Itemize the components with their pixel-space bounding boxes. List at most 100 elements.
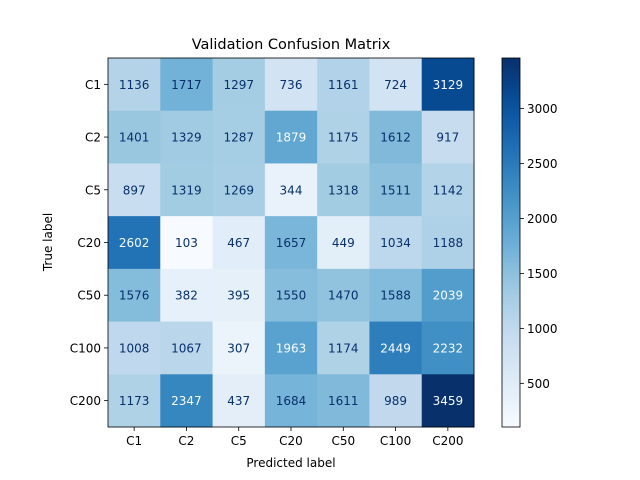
heatmap-cell	[108, 58, 161, 112]
heatmap-cell	[160, 110, 214, 164]
colorbar-tick-label: 3000	[527, 102, 558, 116]
heatmap-cell	[108, 374, 161, 428]
cell-value-label: 1175	[328, 131, 359, 145]
heatmap-cell	[160, 268, 214, 323]
cell-value-label: 1657	[276, 236, 307, 250]
heatmap-cell	[264, 163, 318, 217]
cell-value-label: 2039	[433, 289, 464, 303]
heatmap-cell	[108, 216, 161, 270]
heatmap-cell	[369, 163, 423, 217]
colorbar-tick-label: 500	[527, 377, 550, 391]
heatmap-cell	[369, 321, 423, 375]
heatmap-cell	[264, 321, 318, 375]
cell-value-label: 1550	[276, 289, 307, 303]
cell-value-label: 1008	[119, 341, 150, 355]
heatmap-cell	[421, 268, 475, 323]
heatmap-cell	[317, 374, 370, 428]
cell-value-label: 1173	[119, 394, 150, 408]
cell-value-label: 1319	[171, 183, 202, 197]
heatmap-cell	[108, 110, 161, 164]
heatmap-cell	[160, 163, 214, 217]
cell-value-label: 1879	[276, 131, 307, 145]
colorbar-ticks: 500 1000 1500 2000 2500 3000	[520, 102, 558, 391]
heatmap-cells	[108, 58, 475, 428]
y-tick-label: C200	[70, 394, 101, 408]
heatmap-cell	[421, 58, 475, 112]
heatmap-cell	[212, 216, 266, 270]
heatmap-cell	[369, 374, 423, 428]
heatmap-cell	[212, 321, 266, 375]
cell-value-label: 724	[384, 78, 407, 92]
y-tick-label: C1	[85, 78, 101, 92]
cell-value-label: 2347	[171, 394, 202, 408]
cell-value-label: 1470	[328, 289, 359, 303]
cell-value-label: 1717	[171, 78, 202, 92]
cell-value-label: 2232	[433, 341, 464, 355]
y-tick-label: C50	[77, 289, 101, 303]
heatmap-cell	[160, 216, 214, 270]
x-tick-label: C5	[231, 434, 247, 448]
x-tick-label: C50	[331, 434, 355, 448]
cell-value-label: 1188	[433, 236, 464, 250]
cell-value-label: 103	[175, 236, 198, 250]
heatmap-cell	[160, 321, 214, 375]
colorbar-tick-label: 2000	[527, 212, 558, 226]
x-tick-label: C100	[380, 434, 411, 448]
x-tick-label: C20	[279, 434, 303, 448]
cell-value-label: 1287	[223, 131, 254, 145]
heatmap-cell	[212, 268, 266, 323]
colorbar	[501, 57, 521, 428]
heatmap-cell	[421, 216, 475, 270]
y-axis-ticks: C1 C2 C5 C20 C50 C100 C200	[70, 78, 108, 408]
heatmap-cell	[369, 110, 423, 164]
heatmap-cell	[212, 374, 266, 428]
cell-value-label: 1136	[119, 78, 150, 92]
cell-value-label: 1329	[171, 131, 202, 145]
cell-value-label: 917	[436, 131, 459, 145]
heatmap-cell	[317, 58, 370, 112]
y-tick-label: C20	[77, 236, 101, 250]
heatmap-cell	[108, 321, 161, 375]
heatmap-cell	[317, 163, 370, 217]
heatmap-cell	[212, 110, 266, 164]
heatmap-cell	[421, 163, 475, 217]
y-axis-label: True label	[41, 213, 55, 272]
cell-value-label: 1588	[380, 289, 411, 303]
heatmap-cell	[212, 163, 266, 217]
heatmap-cell	[160, 374, 214, 428]
cell-value-label: 1142	[433, 183, 464, 197]
x-tick-label: C2	[178, 434, 194, 448]
cell-value-label: 1612	[380, 131, 411, 145]
cell-value-label: 307	[227, 341, 250, 355]
y-tick-label: C5	[85, 183, 101, 197]
heatmap-cell	[421, 110, 475, 164]
cell-value-label: 1269	[223, 183, 254, 197]
heatmap-cell-labels: 1136 1717 1297 736 1161 724 3129 1401 1329 1287 18…	[119, 78, 463, 408]
heatmap-cell	[369, 58, 423, 112]
cell-value-label: 1174	[328, 341, 359, 355]
cell-value-label: 1034	[380, 236, 411, 250]
cell-value-label: 989	[384, 394, 407, 408]
cell-value-label: 344	[280, 183, 303, 197]
heatmap-cell	[421, 374, 475, 428]
x-axis-label: Predicted label	[246, 456, 335, 470]
y-tick-label: C100	[70, 341, 101, 355]
heatmap-cell	[264, 110, 318, 164]
cell-value-label: 1401	[119, 131, 150, 145]
cell-value-label: 1511	[380, 183, 411, 197]
heatmap-cell	[108, 163, 161, 217]
cell-value-label: 1684	[276, 394, 307, 408]
chart-title: Validation Confusion Matrix	[192, 37, 391, 53]
x-axis-ticks: C1 C2 C5 C20 C50 C100 C200	[126, 427, 464, 448]
heatmap-cell	[264, 216, 318, 270]
heatmap-cell	[212, 58, 266, 112]
cell-value-label: 2449	[380, 341, 411, 355]
heatmap-cell	[317, 110, 370, 164]
heatmap-cell	[421, 321, 475, 375]
y-tick-label: C2	[85, 131, 101, 145]
colorbar-tick-label: 1500	[527, 267, 558, 281]
cell-value-label: 1161	[328, 78, 359, 92]
heatmap-cell	[317, 268, 370, 323]
cell-value-label: 897	[123, 183, 146, 197]
colorbar-tick-label: 1000	[527, 322, 558, 336]
